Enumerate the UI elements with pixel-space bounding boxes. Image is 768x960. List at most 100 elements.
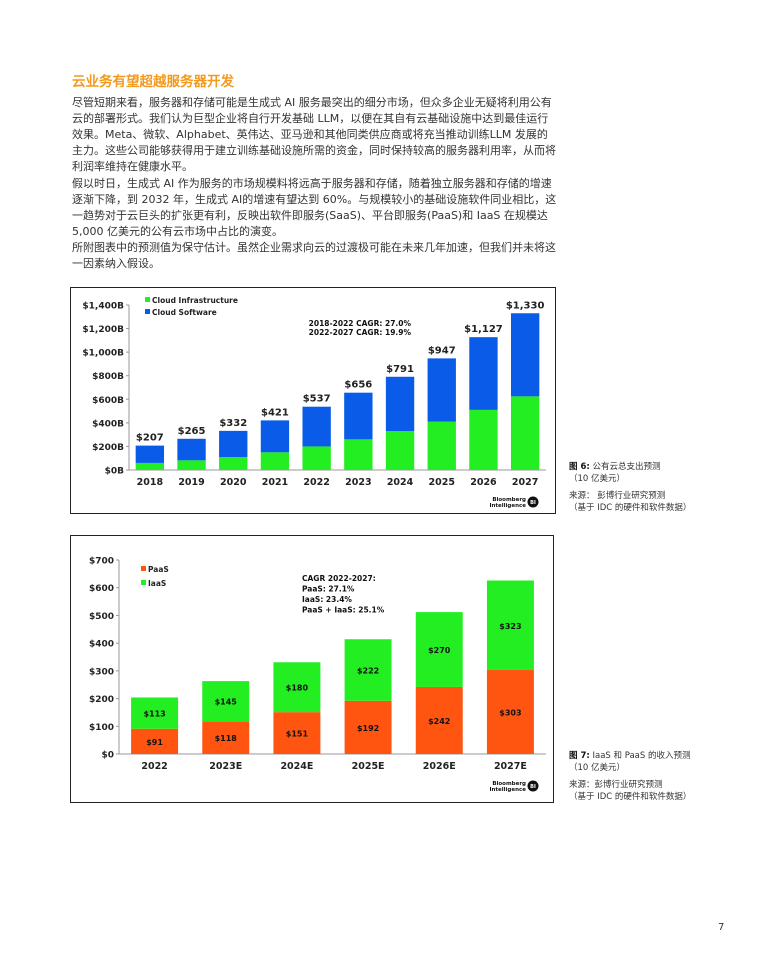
total-label: $947 (428, 345, 456, 356)
bar-cloud-software (302, 406, 331, 447)
y-tick-label: $200B (92, 443, 124, 453)
figure-7-source-note: （基于 IDC 的硬件和软件数据） (569, 792, 692, 802)
bar-cloud-software (510, 313, 540, 397)
bar-cloud-infrastructure (385, 431, 415, 470)
bar-cloud-infrastructure (219, 457, 248, 470)
x-tick-label: 2025E (352, 761, 385, 772)
bloomberg-logo-text: Bloomberg (492, 497, 526, 503)
figure-6-source: 来源： 彭博行业研究预测 (569, 491, 666, 501)
y-tick-label: $1,200B (82, 325, 124, 335)
bar-iaas (273, 662, 321, 713)
bar-cloud-software (177, 438, 206, 461)
total-label: $1,127 (464, 324, 503, 335)
bar-iaas (131, 697, 179, 729)
bar-paas (202, 721, 250, 754)
bar-cloud-infrastructure (302, 446, 331, 470)
total-label: $791 (386, 364, 414, 375)
bi-logo-icon (527, 496, 539, 508)
x-tick-label: 2018 (137, 477, 164, 488)
bar-iaas (202, 681, 250, 722)
data-label: $222 (357, 667, 379, 676)
legend-swatch (145, 297, 150, 302)
legend-swatch (141, 566, 146, 571)
figure-7-source: 来源：彭博行业研究预测 (569, 780, 663, 790)
cagr-annotation: CAGR 2022-2027: (302, 574, 376, 583)
bar-cloud-infrastructure (260, 452, 290, 470)
x-tick-label: 2022 (303, 477, 329, 488)
x-tick-label: 2026 (470, 477, 497, 488)
figure-6-caption: 图 6: 公有云总支出预测 （10 亿美元） 来源： 彭博行业研究预测 （基于 … (569, 461, 749, 514)
bar-cloud-infrastructure (135, 462, 165, 470)
chart-cloud-spending-svg: $0B $200B $400B $600B $800B $1,000B $1,200B $1,… (82, 296, 546, 509)
data-label: $323 (499, 622, 521, 631)
bi-logo-text: BI (530, 500, 536, 506)
figure-6-title: 公有云总支出预测 (592, 462, 661, 472)
bar-paas (344, 700, 392, 754)
cagr-annotation: 2022-2027 CAGR: 19.9% (309, 328, 412, 337)
data-label: $151 (286, 730, 309, 739)
x-tick-label: 2023E (209, 761, 242, 772)
total-label: $421 (261, 407, 289, 418)
y-tick-label: $0B (105, 467, 125, 477)
bar-paas (131, 728, 179, 754)
bar-iaas (415, 612, 463, 687)
bloomberg-logo-text: Bloomberg (492, 781, 526, 787)
y-tick-label: $600B (92, 396, 124, 406)
x-tick-label: 2024 (387, 477, 414, 488)
data-label: $91 (146, 738, 163, 747)
paragraph-2: 假以时日，生成式 AI 作为服务的市场规模料将远高于服务器和存储，随着独立服务器… (72, 177, 557, 238)
bar-cloud-infrastructure (469, 409, 498, 470)
cagr-annotation: IaaS: 23.4% (302, 595, 352, 604)
cagr-annotation: PaaS: 27.1% (302, 585, 355, 594)
chart-iaas-paas: $0 $100 $200 $300 $400 $500 $600 $700 $91 $113 202… (70, 535, 554, 803)
legend-swatch (145, 309, 150, 314)
bar-paas (415, 686, 463, 754)
chart-iaas-paas-svg: $0 $100 $200 $300 $400 $500 $600 $700 $91 $113 202… (89, 557, 546, 793)
data-label: $180 (286, 684, 309, 693)
y-tick-label: $700 (89, 557, 114, 567)
bar-cloud-software (344, 392, 373, 440)
cagr-annotation: 2018-2022 CAGR: 27.0% (309, 319, 412, 328)
bar-iaas (486, 580, 534, 671)
total-label: $656 (344, 380, 372, 391)
bloomberg-logo-text: Intelligence (489, 787, 526, 793)
data-label: $270 (428, 646, 451, 655)
figure-6-source-note: （基于 IDC 的硬件和软件数据） (569, 503, 692, 513)
x-tick-label: 2027E (494, 761, 527, 772)
legend-label: Cloud Software (152, 308, 217, 317)
bar-cloud-infrastructure (177, 460, 206, 470)
total-label: $332 (219, 418, 247, 429)
data-label: $192 (357, 724, 379, 733)
paragraph-3: 所附图表中的预测值为保守估计。虽然企业需求向云的过渡极可能在未来几年加速，但我们… (72, 241, 556, 270)
bar-cloud-infrastructure (344, 439, 373, 470)
bar-iaas (344, 639, 392, 701)
figure-7-label: 图 7: (569, 751, 590, 761)
y-tick-label: $800B (92, 372, 124, 382)
bi-logo-text: BI (530, 784, 536, 790)
bar-paas (486, 670, 534, 754)
y-tick-label: $500 (89, 612, 114, 622)
bar-cloud-infrastructure (427, 421, 456, 470)
x-tick-label: 2026E (423, 761, 456, 772)
bi-logo-icon (527, 780, 539, 792)
y-tick-label: $0 (101, 751, 114, 761)
bar-cloud-software (219, 430, 248, 458)
bar-cloud-software (427, 358, 456, 422)
x-tick-label: 2024E (280, 761, 313, 772)
paragraph-1: 尽管短期来看，服务器和存储可能是生成式 AI 服务最突出的细分市场，但众多企业无… (72, 96, 556, 173)
section-title: 云业务有望超越服务器开发 (72, 74, 234, 90)
total-label: $1,330 (506, 300, 545, 311)
data-label: $242 (428, 717, 450, 726)
x-tick-label: 2022 (141, 761, 167, 772)
total-label: $207 (136, 433, 164, 444)
cagr-annotation: PaaS + IaaS: 25.1% (302, 606, 385, 615)
y-tick-label: $100 (89, 723, 114, 733)
x-tick-label: 2027 (512, 477, 538, 488)
y-tick-label: $1,400B (82, 302, 124, 312)
x-tick-label: 2020 (220, 477, 247, 488)
total-label: $265 (178, 426, 206, 437)
x-tick-label: 2021 (262, 477, 288, 488)
figure-6-label: 图 6: (569, 462, 590, 472)
data-label: $113 (143, 710, 165, 719)
figure-7-caption: 图 7: IaaS 和 PaaS 的收入预测 （10 亿美元） 来源：彭博行业研… (569, 750, 749, 803)
